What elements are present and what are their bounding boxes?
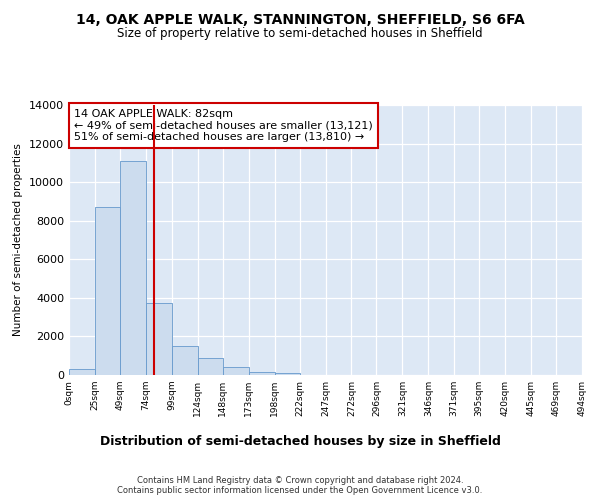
Text: 14, OAK APPLE WALK, STANNINGTON, SHEFFIELD, S6 6FA: 14, OAK APPLE WALK, STANNINGTON, SHEFFIE… (76, 12, 524, 26)
Bar (95, 207, 120, 375)
Bar (146, 302, 172, 375)
Bar (120, 161, 146, 375)
Bar (198, 358, 223, 375)
Text: Distribution of semi-detached houses by size in Sheffield: Distribution of semi-detached houses by … (100, 435, 500, 448)
Text: Size of property relative to semi-detached houses in Sheffield: Size of property relative to semi-detach… (117, 28, 483, 40)
Bar (223, 368, 248, 375)
Bar (248, 372, 275, 375)
Bar (275, 373, 299, 375)
Y-axis label: Number of semi-detached properties: Number of semi-detached properties (13, 144, 23, 336)
Text: Contains HM Land Registry data © Crown copyright and database right 2024.
Contai: Contains HM Land Registry data © Crown c… (118, 476, 482, 495)
Bar (172, 346, 198, 375)
Text: 14 OAK APPLE WALK: 82sqm
← 49% of semi-detached houses are smaller (13,121)
51% : 14 OAK APPLE WALK: 82sqm ← 49% of semi-d… (74, 109, 373, 142)
Bar (69, 369, 95, 375)
